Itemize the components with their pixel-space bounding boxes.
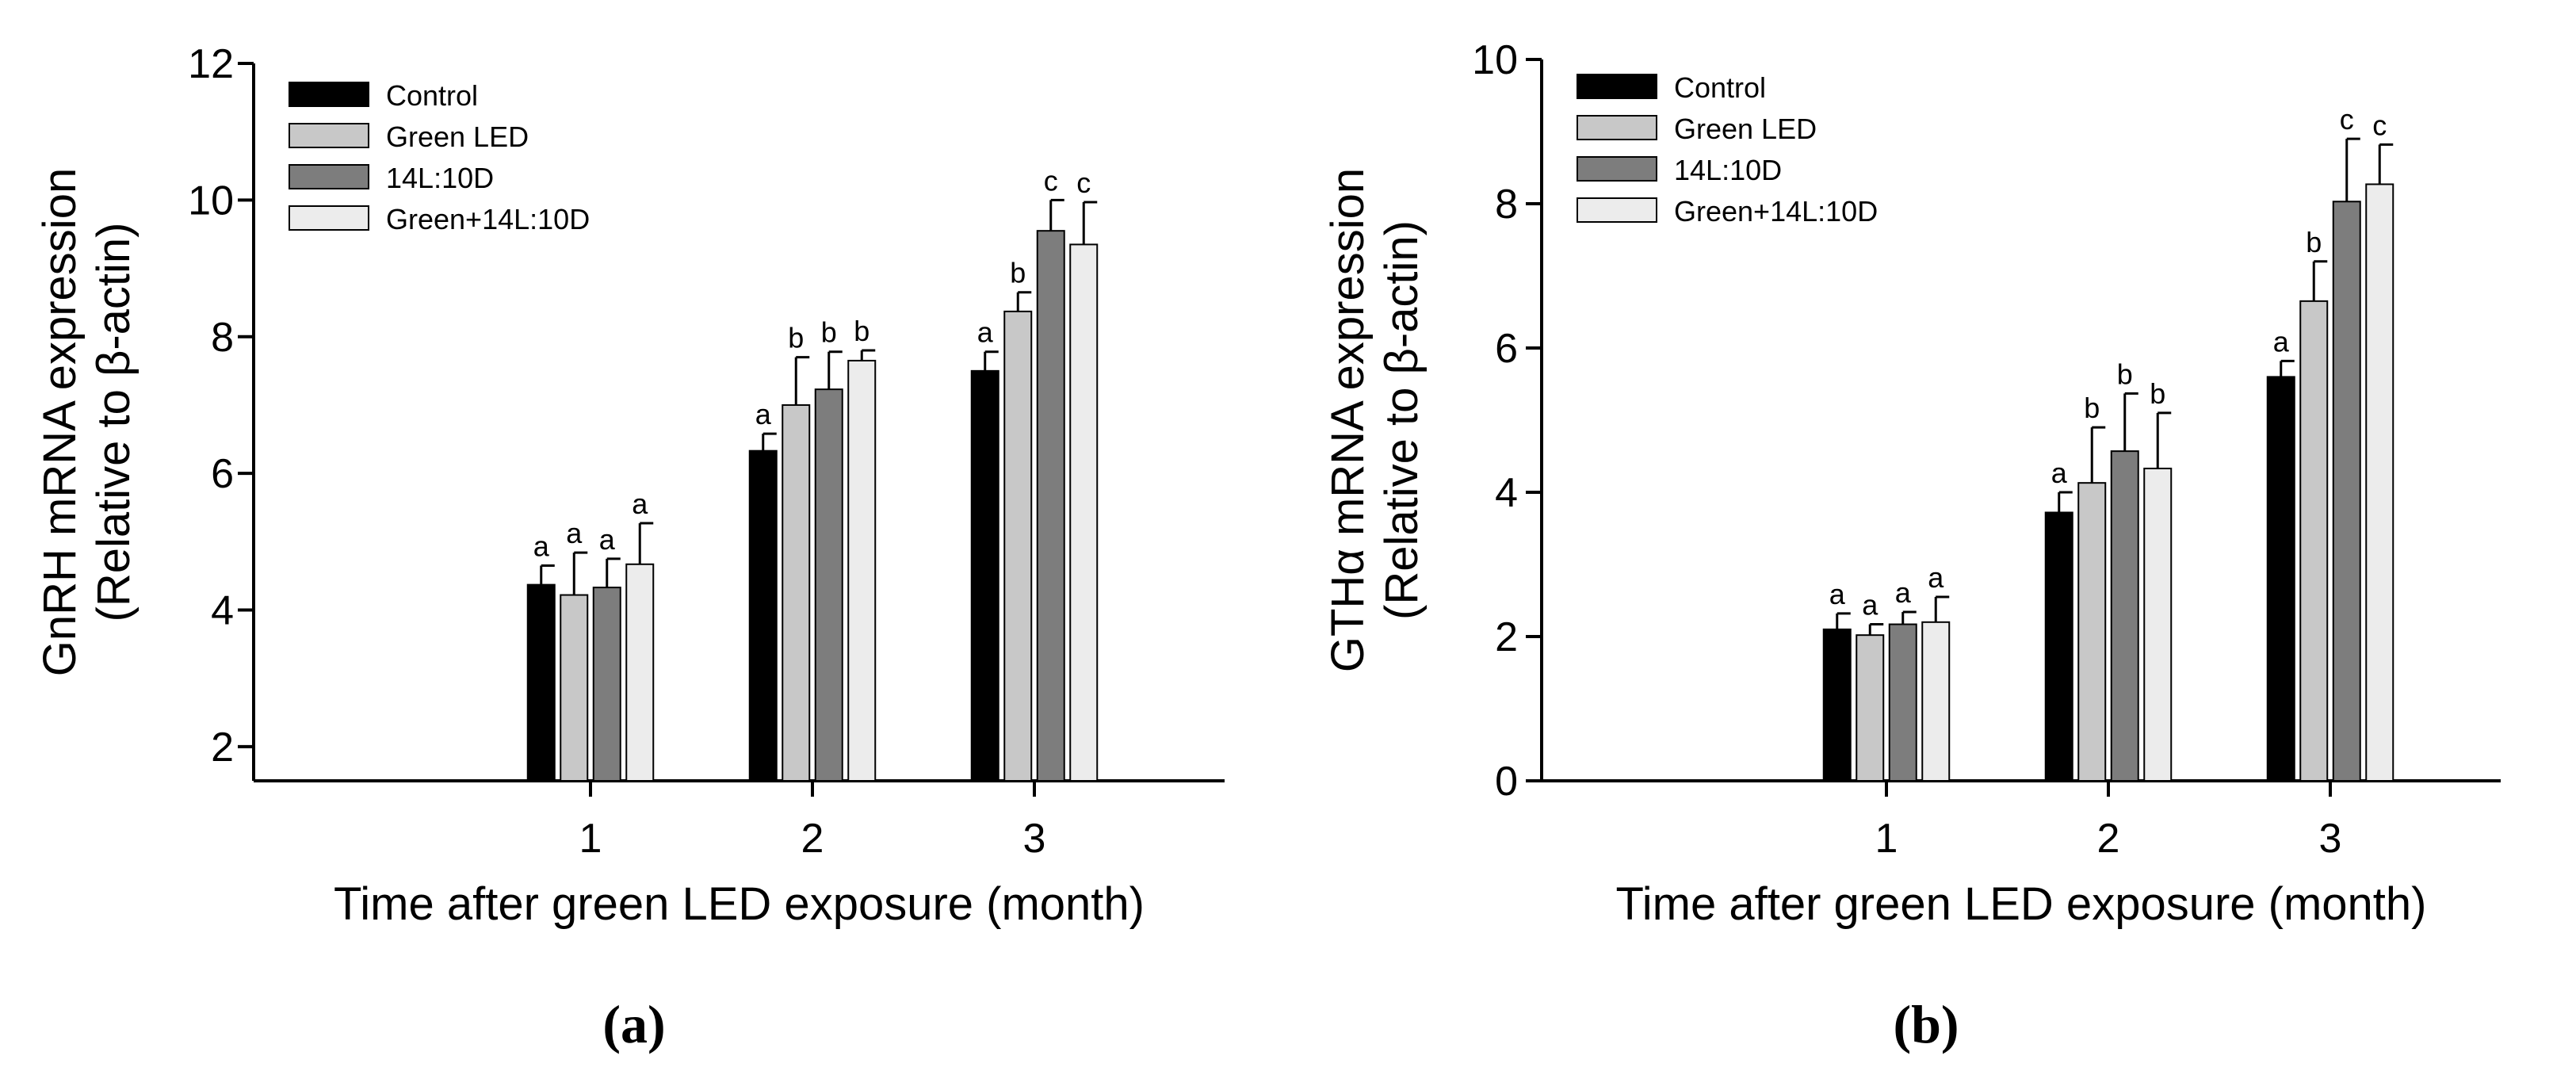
legend-label: 14L:10D — [386, 162, 494, 194]
bar — [748, 449, 778, 782]
y-tick-label: 4 — [1495, 470, 1518, 516]
significance-label: a — [1928, 561, 1944, 594]
y-tick-label: 0 — [1495, 759, 1518, 805]
y-axis-title-line1: GnRH mRNA expression — [34, 168, 86, 676]
x-axis-title: Time after green LED exposure (month) — [1616, 878, 2427, 930]
x-tick-label: 3 — [1023, 816, 1046, 862]
bar — [526, 583, 556, 782]
significance-label: b — [2150, 377, 2165, 410]
legend-label: Green LED — [1674, 113, 1817, 145]
bar — [2332, 201, 2361, 782]
bar — [560, 594, 589, 782]
legend-swatch — [289, 82, 369, 107]
bar — [847, 359, 877, 782]
bar — [2077, 482, 2107, 782]
y-tick-label: 6 — [1495, 326, 1518, 372]
y-tick-label: 4 — [211, 588, 234, 634]
y-axis-title-line2: (Relative to β-actin) — [1376, 220, 1428, 620]
significance-label: c — [1076, 166, 1091, 199]
bar — [2266, 376, 2295, 782]
significance-label: a — [755, 398, 772, 430]
bar — [1921, 621, 1951, 782]
bar — [970, 369, 999, 782]
legend-swatch — [289, 164, 369, 189]
legend-label: Green+14L:10D — [386, 203, 590, 235]
significance-label: a — [1895, 576, 1912, 609]
bar — [1888, 623, 1917, 782]
x-tick-label: 3 — [2319, 816, 2342, 862]
significance-label: b — [2306, 226, 2322, 258]
y-tick-label: 10 — [1472, 37, 1518, 83]
y-tick-label: 6 — [211, 451, 234, 497]
significance-label: a — [1862, 589, 1878, 621]
legend-swatch — [1577, 74, 1657, 99]
bar — [2299, 300, 2329, 782]
x-tick-label: 2 — [2097, 816, 2120, 862]
significance-label: a — [1829, 578, 1846, 610]
significance-label: c — [2372, 109, 2387, 141]
bar — [2044, 511, 2073, 782]
y-axis-title: GTHα mRNA expression(Relative to β-actin… — [1322, 168, 1428, 672]
bar — [2110, 450, 2139, 782]
legend-swatch — [1577, 197, 1657, 223]
legend-swatch — [1577, 156, 1657, 182]
legend-swatch — [289, 123, 369, 148]
bar — [1003, 310, 1033, 782]
bar — [814, 388, 843, 782]
x-tick-label: 1 — [579, 816, 602, 862]
legend-swatch — [1577, 115, 1657, 140]
panel-label: (a) — [602, 994, 665, 1054]
y-tick-label: 12 — [188, 41, 234, 87]
significance-label: b — [2084, 392, 2100, 424]
legend-label: 14L:10D — [1674, 154, 1782, 186]
significance-label: a — [2051, 457, 2068, 489]
x-tick-label: 1 — [1875, 816, 1898, 862]
y-tick-label: 8 — [1495, 182, 1518, 228]
significance-label: c — [1044, 164, 1058, 197]
bar — [1856, 634, 1885, 782]
legend-label: Control — [386, 79, 478, 112]
significance-label: a — [533, 530, 550, 563]
bar — [2365, 183, 2394, 782]
significance-label: b — [788, 322, 804, 354]
significance-label: a — [632, 488, 648, 520]
x-tick-label: 2 — [801, 816, 824, 862]
significance-label: b — [1010, 257, 1026, 289]
bar — [782, 403, 811, 782]
significance-label: a — [599, 523, 616, 556]
legend-label: Control — [1674, 71, 1766, 104]
bar — [2143, 467, 2173, 782]
y-tick-label: 10 — [188, 178, 234, 224]
significance-label: a — [977, 316, 994, 349]
significance-label: a — [2273, 325, 2290, 358]
bar — [1822, 628, 1852, 782]
y-tick-label: 2 — [1495, 614, 1518, 660]
legend-swatch — [289, 205, 369, 231]
y-axis-title: GnRH mRNA expression(Relative to β-actin… — [34, 168, 140, 676]
y-axis-title-line2: (Relative to β-actin) — [88, 223, 140, 622]
x-axis-title: Time after green LED exposure (month) — [334, 878, 1145, 930]
panel-label: (b) — [1893, 994, 1959, 1054]
significance-label: b — [854, 315, 869, 347]
significance-label: b — [821, 316, 837, 349]
y-axis-title-line1: GTHα mRNA expression — [1322, 168, 1374, 672]
bar — [625, 563, 655, 782]
bar — [592, 587, 621, 782]
significance-label: b — [2117, 358, 2133, 390]
significance-label: c — [2340, 103, 2354, 136]
legend-label: Green LED — [386, 120, 529, 153]
legend-label: Green+14L:10D — [1674, 195, 1878, 228]
bar — [1069, 243, 1099, 782]
significance-label: a — [566, 517, 583, 549]
bar — [1036, 230, 1065, 782]
y-tick-label: 8 — [211, 315, 234, 361]
y-tick-label: 2 — [211, 725, 234, 771]
